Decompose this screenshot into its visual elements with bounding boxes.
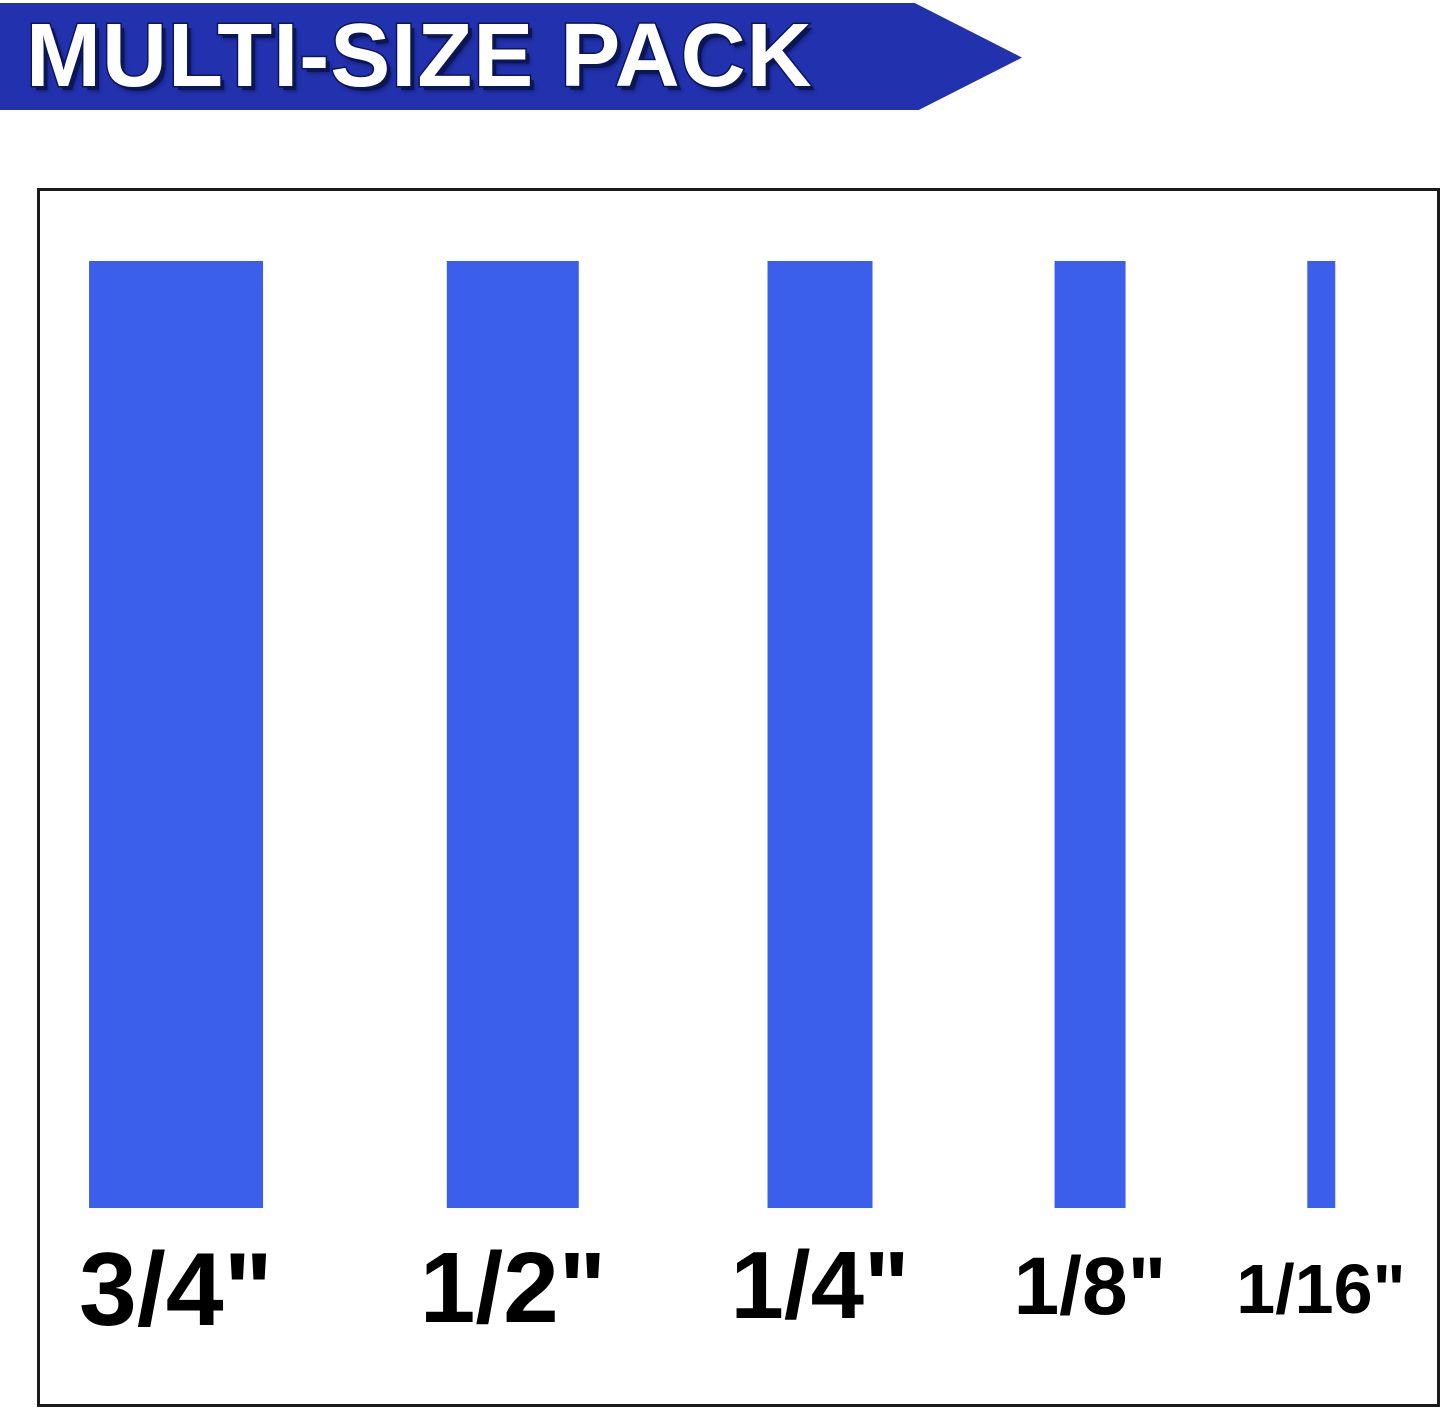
- size-label-1-8: 1/8": [1013, 1241, 1167, 1332]
- size-bar-1-16: [1307, 261, 1335, 1208]
- size-group-1-16: 1/16": [1236, 261, 1406, 1328]
- banner-title: MULTI-SIZE PACK: [25, 5, 814, 108]
- multi-size-pack-banner: MULTI-SIZE PACK: [0, 3, 1022, 110]
- size-label-3-4: 3/4": [79, 1232, 273, 1348]
- size-bar-1-4: [767, 261, 873, 1208]
- size-label-1-4: 1/4": [730, 1232, 910, 1339]
- sizes-panel: 3/4" 1/2" 1/4" 1/8" 1/16": [37, 188, 1440, 1407]
- size-group-1-2: 1/2": [420, 261, 606, 1338]
- size-bar-1-8: [1054, 261, 1126, 1208]
- size-group-1-4: 1/4": [730, 261, 910, 1339]
- size-label-1-2: 1/2": [419, 1232, 607, 1344]
- size-bar-1-2: [447, 261, 579, 1208]
- size-label-1-16: 1/16": [1236, 1250, 1406, 1328]
- size-bar-3-4: [88, 261, 263, 1208]
- size-group-3-4: 3/4": [79, 261, 273, 1342]
- size-group-1-8: 1/8": [1013, 261, 1167, 1332]
